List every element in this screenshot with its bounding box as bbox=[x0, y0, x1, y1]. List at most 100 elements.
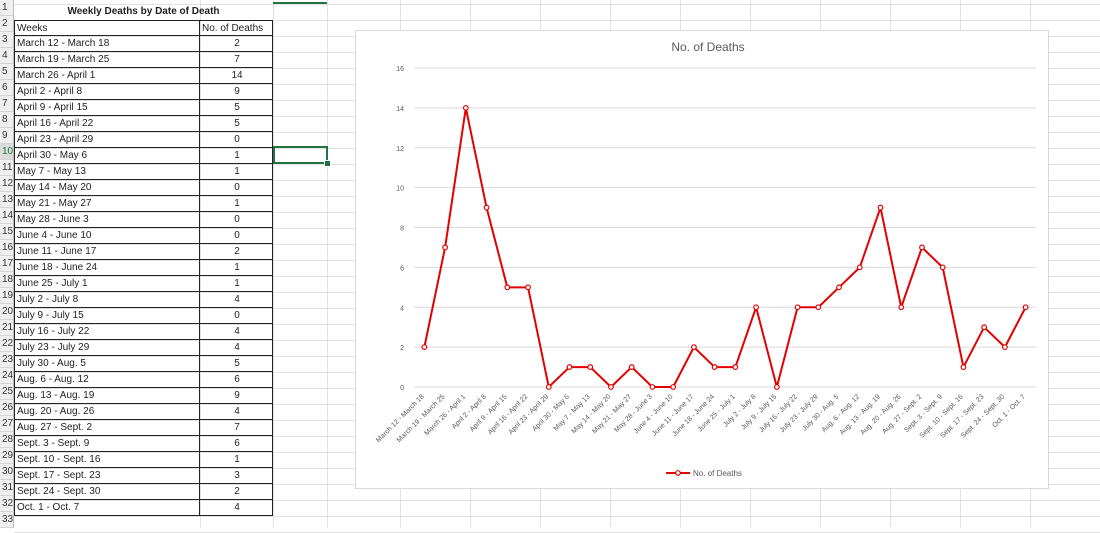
row-header[interactable]: 15 bbox=[0, 224, 14, 240]
deaths-cell[interactable]: 5 bbox=[200, 100, 273, 116]
week-cell[interactable]: May 28 - June 3 bbox=[14, 212, 200, 228]
data-point[interactable] bbox=[462, 104, 469, 111]
deaths-cell[interactable]: 4 bbox=[200, 324, 273, 340]
deaths-cell[interactable]: 5 bbox=[200, 116, 273, 132]
row-header[interactable]: 18 bbox=[0, 272, 14, 288]
row-header[interactable]: 24 bbox=[0, 368, 14, 384]
row-header[interactable]: 2 bbox=[0, 16, 14, 32]
row-header[interactable]: 25 bbox=[0, 384, 14, 400]
deaths-cell[interactable]: 1 bbox=[200, 196, 273, 212]
deaths-cell[interactable]: 5 bbox=[200, 356, 273, 372]
data-point[interactable] bbox=[711, 364, 718, 370]
data-point[interactable] bbox=[898, 304, 905, 311]
week-cell[interactable]: April 9 - April 15 bbox=[14, 100, 200, 116]
week-cell[interactable]: April 23 - April 29 bbox=[14, 132, 200, 148]
data-point[interactable] bbox=[732, 364, 739, 370]
row-header[interactable]: 14 bbox=[0, 208, 14, 224]
row-header[interactable]: 4 bbox=[0, 48, 14, 64]
row-header[interactable]: 12 bbox=[0, 176, 14, 192]
deaths-cell[interactable]: 1 bbox=[200, 260, 273, 276]
data-point[interactable] bbox=[649, 384, 656, 390]
week-cell[interactable]: June 25 - July 1 bbox=[14, 276, 200, 292]
row-header[interactable]: 30 bbox=[0, 464, 14, 480]
week-cell[interactable]: Oct. 1 - Oct. 7 bbox=[14, 500, 200, 516]
deaths-cell[interactable]: 0 bbox=[200, 228, 273, 244]
row-header[interactable]: 27 bbox=[0, 416, 14, 432]
deaths-cell[interactable]: 2 bbox=[200, 36, 273, 52]
data-point[interactable] bbox=[877, 204, 884, 211]
row-header[interactable]: 32 bbox=[0, 496, 14, 512]
row-header[interactable]: 23 bbox=[0, 352, 14, 368]
selected-cell[interactable] bbox=[273, 146, 328, 164]
row-header[interactable]: 10 bbox=[0, 144, 14, 160]
deaths-cell[interactable]: 2 bbox=[200, 484, 273, 500]
week-cell[interactable]: Sept. 24 - Sept. 30 bbox=[14, 484, 200, 500]
fill-handle[interactable] bbox=[324, 160, 331, 167]
week-cell[interactable]: April 16 - April 22 bbox=[14, 116, 200, 132]
data-point[interactable] bbox=[919, 244, 925, 251]
row-header[interactable]: 17 bbox=[0, 256, 14, 272]
row-header[interactable]: 20 bbox=[0, 304, 14, 320]
row-header[interactable]: 6 bbox=[0, 80, 14, 96]
row-header[interactable]: 33 bbox=[0, 512, 14, 528]
week-cell[interactable]: June 4 - June 10 bbox=[14, 228, 200, 244]
week-cell[interactable]: March 26 - April 1 bbox=[14, 68, 200, 84]
data-point[interactable] bbox=[794, 304, 801, 311]
row-header[interactable]: 9 bbox=[0, 128, 14, 144]
deaths-cell[interactable]: 2 bbox=[200, 244, 273, 260]
data-point[interactable] bbox=[939, 264, 946, 271]
row-header[interactable]: 1 bbox=[0, 0, 14, 16]
week-cell[interactable]: March 12 - March 18 bbox=[14, 36, 200, 52]
data-point[interactable] bbox=[525, 284, 531, 291]
deaths-cell[interactable]: 0 bbox=[200, 132, 273, 148]
week-cell[interactable]: March 19 - March 25 bbox=[14, 52, 200, 68]
week-cell[interactable]: May 14 - May 20 bbox=[14, 180, 200, 196]
data-point[interactable] bbox=[545, 384, 552, 390]
week-cell[interactable]: Sept. 10 - Sept. 16 bbox=[14, 452, 200, 468]
week-cell[interactable]: Aug. 13 - Aug. 19 bbox=[14, 388, 200, 404]
row-header[interactable]: 7 bbox=[0, 96, 14, 112]
column-header-weeks[interactable]: Weeks bbox=[14, 20, 200, 36]
deaths-cell[interactable]: 0 bbox=[200, 180, 273, 196]
deaths-cell[interactable]: 6 bbox=[200, 436, 273, 452]
data-point[interactable] bbox=[1022, 304, 1029, 311]
week-cell[interactable]: Aug. 20 - Aug. 26 bbox=[14, 404, 200, 420]
data-point[interactable] bbox=[670, 384, 677, 390]
week-cell[interactable]: July 2 - July 8 bbox=[14, 292, 200, 308]
week-cell[interactable]: May 21 - May 27 bbox=[14, 196, 200, 212]
deaths-cell[interactable]: 9 bbox=[200, 84, 273, 100]
deaths-cell[interactable]: 4 bbox=[200, 500, 273, 516]
data-point[interactable] bbox=[981, 324, 988, 331]
row-header[interactable]: 19 bbox=[0, 288, 14, 304]
data-point[interactable] bbox=[587, 364, 594, 370]
row-header[interactable]: 22 bbox=[0, 336, 14, 352]
data-point[interactable] bbox=[628, 364, 635, 370]
data-point[interactable] bbox=[836, 284, 842, 291]
column-header-deaths[interactable]: No. of Deaths bbox=[200, 20, 273, 36]
row-header[interactable]: 29 bbox=[0, 448, 14, 464]
deaths-cell[interactable]: 7 bbox=[200, 420, 273, 436]
row-header[interactable]: 13 bbox=[0, 192, 14, 208]
row-header[interactable]: 31 bbox=[0, 480, 14, 496]
data-point[interactable] bbox=[421, 344, 428, 351]
deaths-cell[interactable]: 4 bbox=[200, 340, 273, 356]
data-point[interactable] bbox=[960, 364, 967, 370]
row-header[interactable]: 21 bbox=[0, 320, 14, 336]
row-header[interactable]: 28 bbox=[0, 432, 14, 448]
deaths-cell[interactable]: 1 bbox=[200, 148, 273, 164]
week-cell[interactable]: Sept. 17 - Sept. 23 bbox=[14, 468, 200, 484]
row-header[interactable]: 5 bbox=[0, 64, 14, 80]
data-point[interactable] bbox=[815, 304, 822, 311]
data-point[interactable] bbox=[566, 364, 573, 370]
deaths-cell[interactable]: 7 bbox=[200, 52, 273, 68]
row-header[interactable]: 3 bbox=[0, 32, 14, 48]
data-point[interactable] bbox=[773, 384, 780, 390]
data-point[interactable] bbox=[1002, 344, 1008, 351]
deaths-cell[interactable]: 1 bbox=[200, 452, 273, 468]
data-point[interactable] bbox=[608, 384, 614, 390]
row-header[interactable]: 11 bbox=[0, 160, 14, 176]
deaths-cell[interactable]: 0 bbox=[200, 308, 273, 324]
deaths-cell[interactable]: 4 bbox=[200, 292, 273, 308]
deaths-cell[interactable]: 4 bbox=[200, 404, 273, 420]
week-cell[interactable]: July 16 - July 22 bbox=[14, 324, 200, 340]
